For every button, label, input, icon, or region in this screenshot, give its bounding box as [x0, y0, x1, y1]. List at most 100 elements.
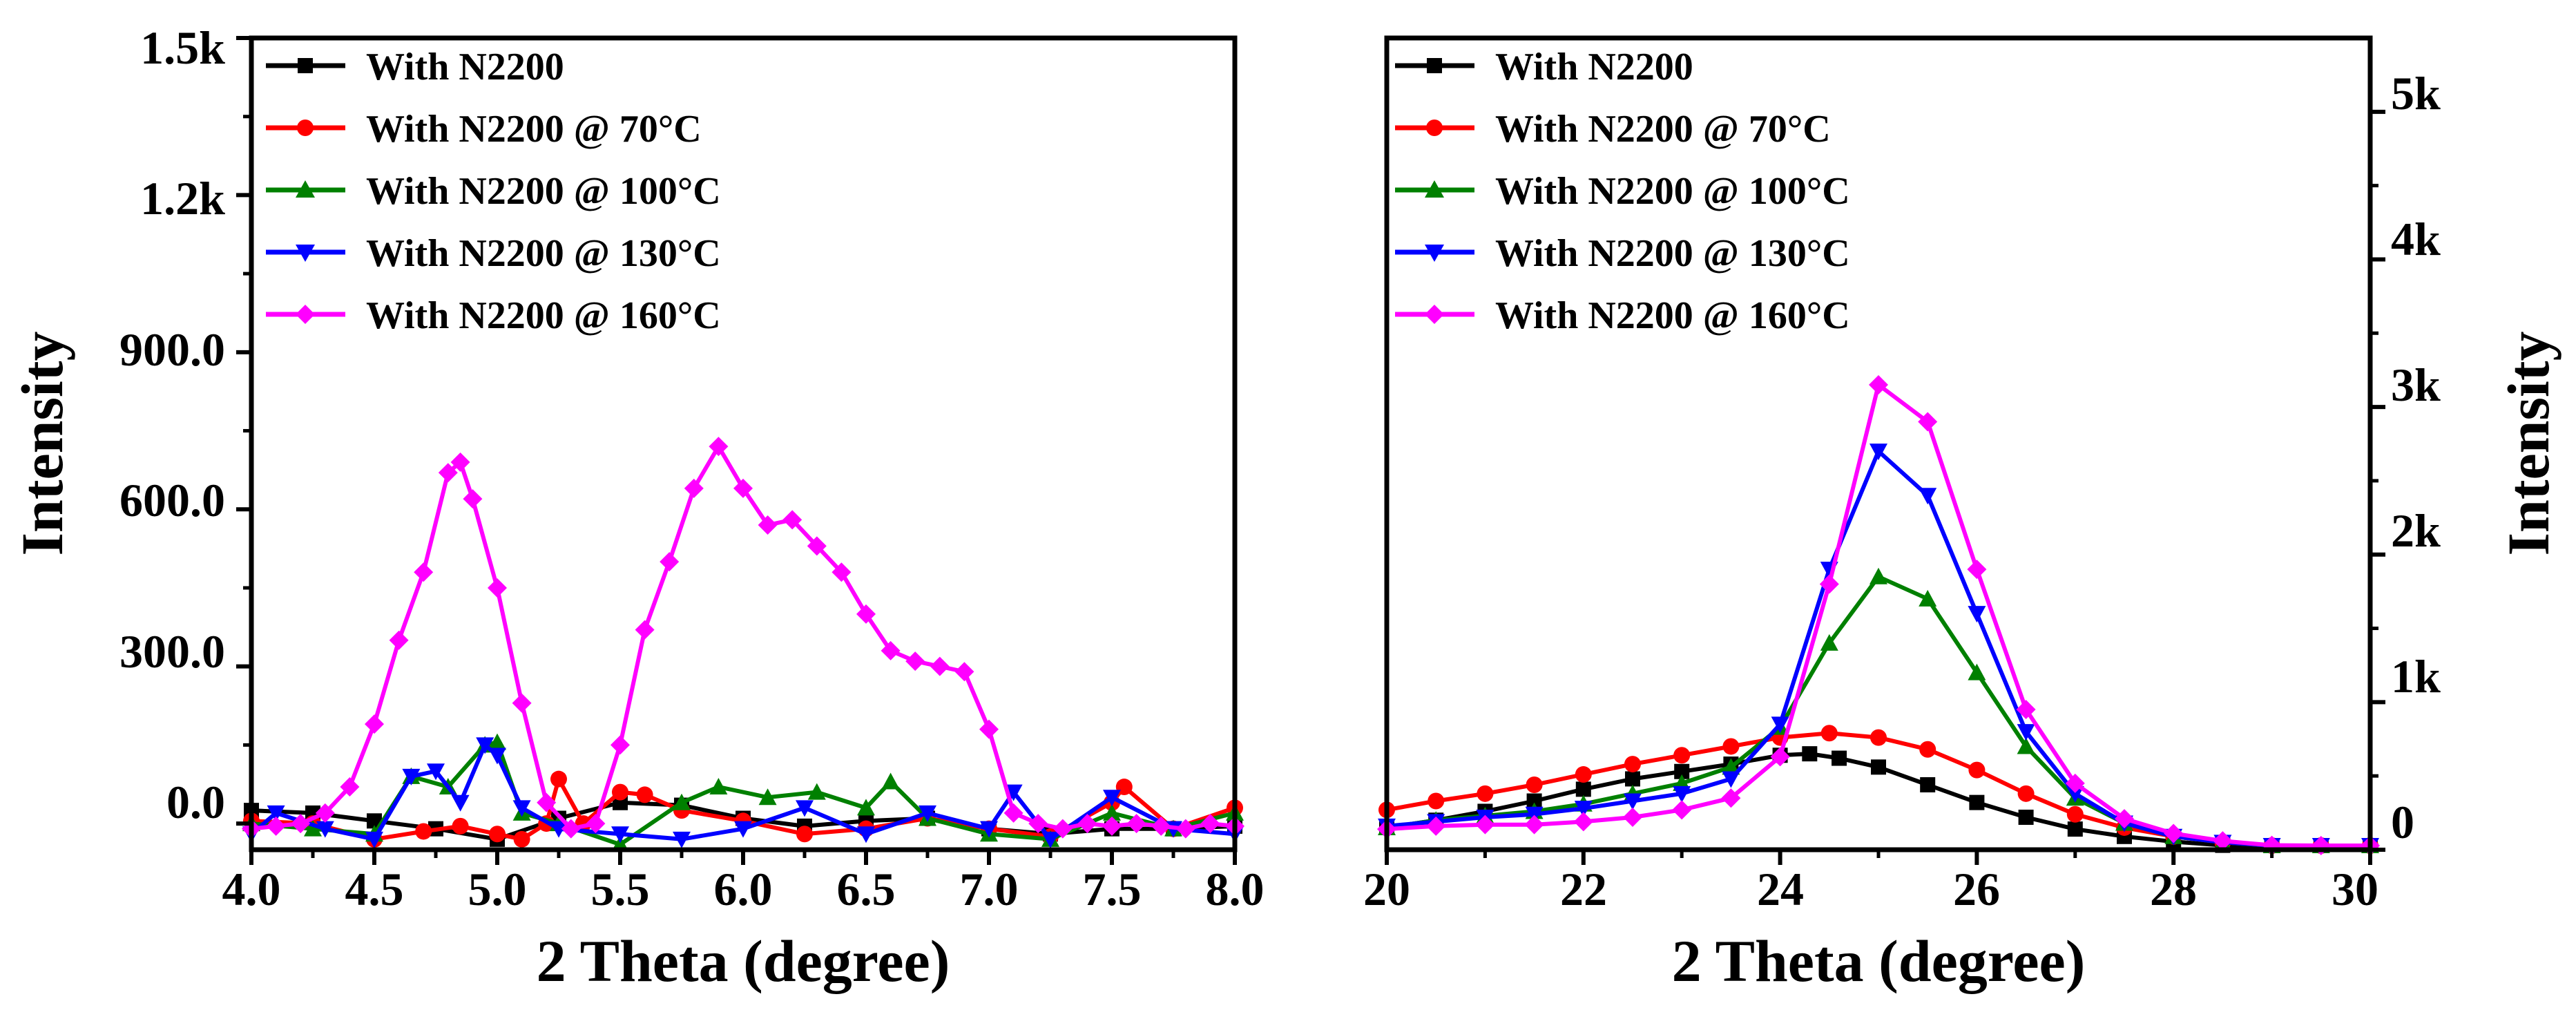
left-data-point-2 [304, 819, 322, 837]
left-data-point-4 [488, 578, 507, 598]
right-data-point-4 [1524, 814, 1544, 835]
left-x-tick-label: 5.5 [591, 863, 650, 915]
left-data-point-1 [550, 770, 567, 788]
left-data-point-2 [673, 793, 691, 810]
left-data-point-2 [709, 778, 728, 795]
right-data-point-4 [2164, 823, 2184, 844]
left-data-point-3 [267, 805, 285, 822]
right-data-point-3 [1624, 793, 1642, 810]
right-legend-marker [1425, 180, 1444, 198]
left-data-point-4 [684, 478, 704, 498]
left-y-tick-label: 900.0 [119, 323, 225, 376]
left-legend-marker [298, 58, 313, 73]
right-data-point-1 [2066, 806, 2084, 823]
left-data-point-1 [489, 826, 506, 843]
left-data-point-4 [1003, 803, 1023, 823]
left-data-point-4 [979, 719, 999, 739]
left-y-axis-title: Intensity [9, 332, 75, 556]
left-data-point-4 [1126, 814, 1146, 834]
left-data-point-4 [905, 651, 925, 671]
right-x-axis-title: 2 Theta (degree) [1672, 928, 2086, 994]
right-data-point-4 [1573, 812, 1593, 832]
right-data-point-4 [1426, 816, 1446, 836]
right-data-point-4 [1967, 560, 1987, 580]
right-data-point-3 [1919, 488, 1937, 505]
left-data-point-4 [586, 814, 606, 834]
right-legend-label: With N2200 @ 70°C [1495, 108, 1831, 151]
left-x-tick-label: 5.0 [468, 863, 527, 915]
right-x-tick-label: 24 [1757, 863, 1804, 915]
left-data-point-4 [635, 620, 655, 640]
right-data-point-1 [1870, 729, 1887, 746]
left-legend-marker [296, 305, 315, 324]
right-data-point-3 [1968, 606, 1986, 623]
right-data-point-3 [1574, 801, 1593, 818]
left-data-point-4 [291, 814, 311, 834]
right-data-point-1 [2017, 785, 2035, 802]
left-legend-label: With N2200 @ 160°C [366, 294, 721, 337]
left-data-point-1 [452, 817, 469, 835]
left-data-point-4 [856, 604, 876, 624]
right-data-point-1 [1919, 741, 1936, 758]
left-legend-marker [296, 245, 315, 262]
left-data-point-3 [476, 737, 494, 754]
right-data-point-0 [1802, 746, 1818, 762]
right-data-point-0 [2067, 821, 2083, 837]
left-data-point-4 [1102, 816, 1122, 836]
left-data-point-3 [1004, 784, 1023, 801]
left-x-tick-label: 4.5 [345, 863, 404, 915]
right-x-tick-label: 20 [1363, 863, 1410, 915]
left-data-point-4 [450, 452, 470, 473]
right-x-tick-label: 30 [2332, 863, 2378, 915]
left-legend: With N2200 With N2200 @ 70°C With N2200 … [266, 46, 721, 337]
left-data-point-3 [402, 768, 421, 785]
left-data-point-3 [365, 831, 383, 848]
left-x-tick-label: 4.0 [222, 863, 281, 915]
left-chart-ticks [236, 36, 1237, 865]
left-data-point-4 [315, 803, 335, 823]
right-data-point-2 [1919, 589, 1937, 607]
left-legend-label: With N2200 @ 100°C [366, 170, 721, 213]
left-x-tick-label: 8.0 [1206, 863, 1265, 915]
left-data-point-3 [1041, 831, 1059, 848]
right-data-point-0 [1871, 759, 1886, 775]
right-data-point-4 [1819, 574, 1839, 594]
right-data-point-0 [1920, 777, 1936, 792]
left-y-tick-label: 1.2k [140, 172, 225, 225]
left-data-point-4 [463, 489, 483, 509]
left-x-tick-label: 6.5 [837, 863, 896, 915]
right-data-point-0 [1575, 781, 1591, 797]
right-chart-series [1377, 375, 2380, 855]
right-data-point-4 [2016, 700, 2036, 720]
left-data-point-4 [733, 478, 753, 498]
right-legend-marker [1425, 245, 1444, 262]
left-x-tick-label: 7.5 [1083, 863, 1142, 915]
left-data-point-3 [316, 821, 334, 838]
right-y-tick-label: 2k [2391, 504, 2441, 557]
right-x-tick-label: 26 [1953, 863, 2000, 915]
right-data-point-4 [1623, 808, 1642, 827]
left-data-point-4 [1175, 819, 1195, 839]
right-legend-item: With N2200 @ 160°C [1395, 294, 1850, 337]
left-y-tick-label: 1.5k [140, 21, 225, 74]
right-data-point-2 [1869, 567, 1887, 584]
right-data-point-0 [2018, 810, 2034, 825]
left-data-point-4 [660, 552, 680, 572]
left-legend-marker [297, 120, 314, 136]
left-data-point-3 [550, 821, 568, 838]
right-data-point-1 [1575, 766, 1592, 783]
right-legend-label: With N2200 [1495, 46, 1693, 88]
left-data-point-4 [561, 819, 581, 839]
left-data-point-3 [980, 821, 998, 838]
right-x-tick-label: 28 [2150, 863, 2197, 915]
left-data-point-3 [451, 794, 470, 812]
right-data-point-0 [1526, 793, 1542, 809]
left-data-point-4 [782, 510, 802, 530]
right-data-point-4 [1869, 375, 1888, 395]
left-data-point-4 [537, 792, 557, 812]
right-data-point-2 [1820, 633, 1838, 651]
right-y-tick-label: 3k [2391, 359, 2441, 411]
left-data-point-1 [415, 823, 432, 840]
left-chart-series [242, 437, 1244, 852]
